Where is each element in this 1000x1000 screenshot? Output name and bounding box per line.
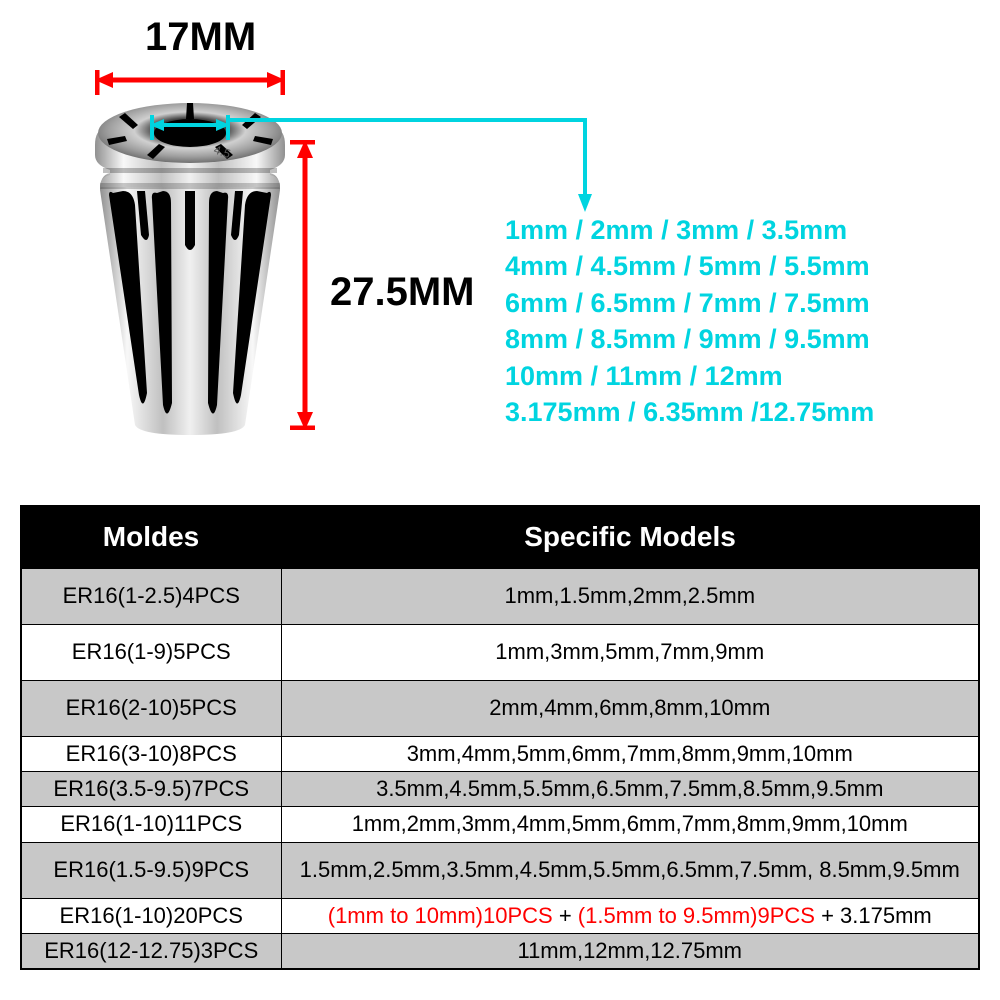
cell-models: 11mm,12mm,12.75mm — [281, 934, 979, 970]
cell-models: 1mm,2mm,3mm,4mm,5mm,6mm,7mm,8mm,9mm,10mm — [281, 807, 979, 842]
table-row: ER16(3.5-9.5)7PCS3.5mm,4.5mm,5.5mm,6.5mm… — [21, 771, 979, 806]
cell-molde: ER16(3.5-9.5)7PCS — [21, 771, 281, 806]
header-models: Specific Models — [281, 506, 979, 568]
header-moldes: Moldes — [21, 506, 281, 568]
size-line: 1mm / 2mm / 3mm / 3.5mm — [505, 212, 874, 248]
size-line: 10mm / 11mm / 12mm — [505, 358, 874, 394]
table-row: ER16(2-10)5PCS2mm,4mm,6mm,8mm,10mm — [21, 680, 979, 736]
bore-dimension-line — [150, 105, 230, 145]
size-line: 6mm / 6.5mm / 7mm / 7.5mm — [505, 285, 874, 321]
cell-models: 1mm,1.5mm,2mm,2.5mm — [281, 568, 979, 624]
width-dimension-line — [95, 65, 285, 95]
size-line: 8mm / 8.5mm / 9mm / 9.5mm — [505, 321, 874, 357]
table-row: ER16(1-2.5)4PCS1mm,1.5mm,2mm,2.5mm — [21, 568, 979, 624]
width-dimension-label: 17MM — [145, 15, 256, 60]
models-table: Moldes Specific Models ER16(1-2.5)4PCS1m… — [20, 505, 980, 970]
cell-molde: ER16(1-9)5PCS — [21, 624, 281, 680]
size-line: 4mm / 4.5mm / 5mm / 5.5mm — [505, 248, 874, 284]
size-line: 3.175mm / 6.35mm /12.75mm — [505, 394, 874, 430]
table-row: ER16(1-10)20PCS(1mm to 10mm)10PCS + (1.5… — [21, 898, 979, 933]
table-row: ER16(12-12.75)3PCS11mm,12mm,12.75mm — [21, 934, 979, 970]
table-row: ER16(1-10)11PCS1mm,2mm,3mm,4mm,5mm,6mm,7… — [21, 807, 979, 842]
cell-molde: ER16(1-2.5)4PCS — [21, 568, 281, 624]
table-header-row: Moldes Specific Models — [21, 506, 979, 568]
cell-models: 2mm,4mm,6mm,8mm,10mm — [281, 680, 979, 736]
diagram-area: 17MM — [0, 0, 1000, 470]
cell-molde: ER16(1-10)20PCS — [21, 898, 281, 933]
height-dimension-line — [290, 140, 320, 430]
cell-models: (1mm to 10mm)10PCS + (1.5mm to 9.5mm)9PC… — [281, 898, 979, 933]
cell-molde: ER16(1.5-9.5)9PCS — [21, 842, 281, 898]
table-row: ER16(1.5-9.5)9PCS1.5mm,2.5mm,3.5mm,4.5mm… — [21, 842, 979, 898]
cell-models: 1mm,3mm,5mm,7mm,9mm — [281, 624, 979, 680]
height-dimension-label: 27.5MM — [330, 270, 475, 315]
cell-molde: ER16(1-10)11PCS — [21, 807, 281, 842]
table-row: ER16(3-10)8PCS3mm,4mm,5mm,6mm,7mm,8mm,9m… — [21, 736, 979, 771]
cell-models: 3.5mm,4.5mm,5.5mm,6.5mm,7.5mm,8.5mm,9.5m… — [281, 771, 979, 806]
cell-models: 1.5mm,2.5mm,3.5mm,4.5mm,5.5mm,6.5mm,7.5m… — [281, 842, 979, 898]
available-sizes-list: 1mm / 2mm / 3mm / 3.5mm 4mm / 4.5mm / 5m… — [505, 212, 874, 431]
cell-molde: ER16(12-12.75)3PCS — [21, 934, 281, 970]
cell-models: 3mm,4mm,5mm,6mm,7mm,8mm,9mm,10mm — [281, 736, 979, 771]
cell-molde: ER16(2-10)5PCS — [21, 680, 281, 736]
table-row: ER16(1-9)5PCS1mm,3mm,5mm,7mm,9mm — [21, 624, 979, 680]
cell-molde: ER16(3-10)8PCS — [21, 736, 281, 771]
